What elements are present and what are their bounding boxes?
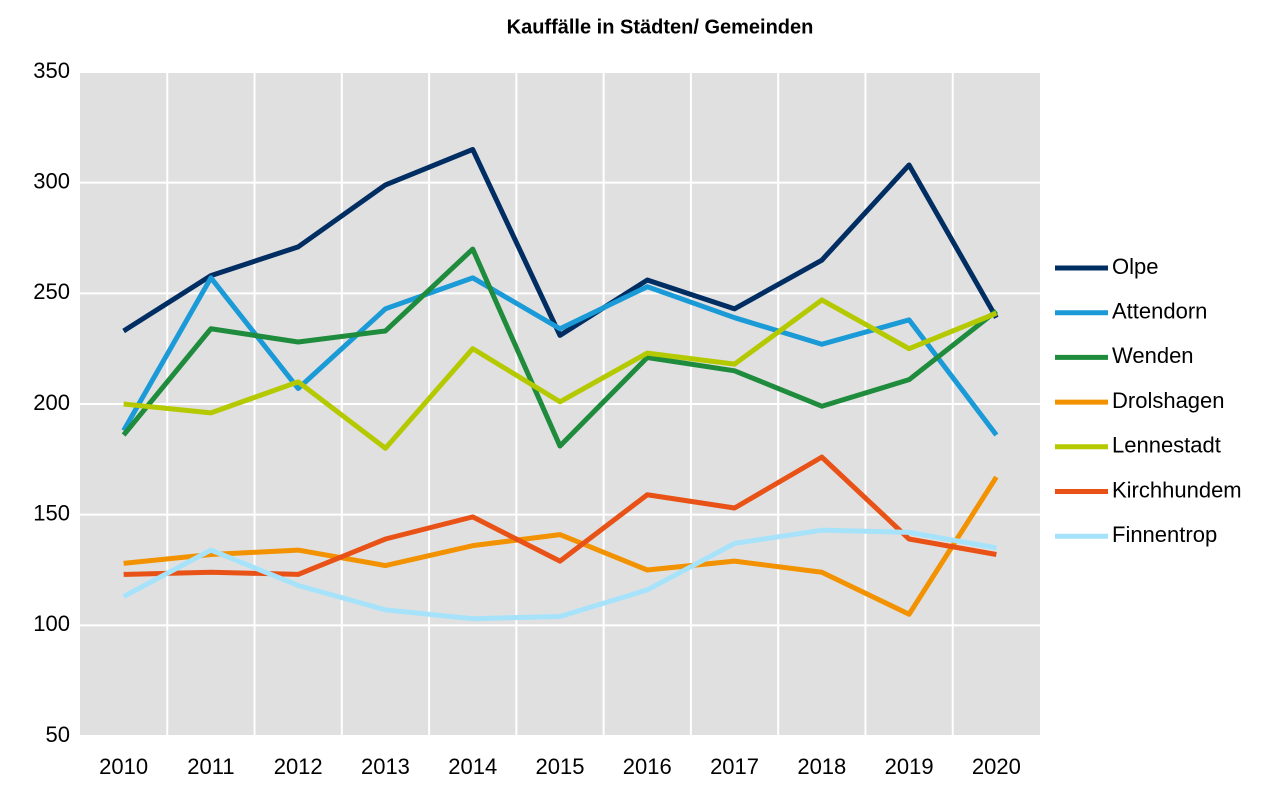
- legend-label: Attendorn: [1112, 299, 1207, 324]
- legend-label: Lennestadt: [1112, 433, 1221, 458]
- x-tick-label: 2017: [710, 754, 759, 779]
- y-tick-label: 350: [33, 58, 70, 83]
- series-line: [122, 146, 999, 338]
- x-tick-label: 2010: [99, 754, 148, 779]
- series-line: [121, 275, 999, 437]
- y-tick-label: 200: [33, 390, 70, 415]
- legend-label: Olpe: [1112, 254, 1158, 279]
- x-tick-label: 2012: [274, 754, 323, 779]
- chart-title: Kauffälle in Städten/ Gemeinden: [507, 16, 814, 38]
- legend-label: Drolshagen: [1112, 388, 1225, 413]
- series-line: [123, 297, 998, 451]
- legend-label: Kirchhundem: [1112, 477, 1242, 502]
- legend-label: Finnentrop: [1112, 522, 1217, 547]
- series-line: [122, 527, 997, 622]
- y-tick-label: 100: [33, 611, 70, 636]
- y-tick-label: 150: [33, 500, 70, 525]
- series-line: [121, 246, 998, 449]
- x-tick-label: 2016: [623, 754, 672, 779]
- y-tick-label: 50: [46, 722, 70, 747]
- series-line: [123, 475, 999, 617]
- x-tick-label: 2020: [972, 754, 1021, 779]
- x-tick-label: 2015: [536, 754, 585, 779]
- x-tick-label: 2014: [448, 754, 497, 779]
- x-tick-label: 2011: [187, 754, 234, 779]
- x-tick-label: 2019: [885, 754, 934, 779]
- y-tick-label: 250: [33, 279, 70, 304]
- legend-label: Wenden: [1112, 343, 1194, 368]
- x-tick-label: 2018: [797, 754, 846, 779]
- y-tick-label: 300: [33, 168, 70, 193]
- x-tick-label: 2013: [361, 754, 410, 779]
